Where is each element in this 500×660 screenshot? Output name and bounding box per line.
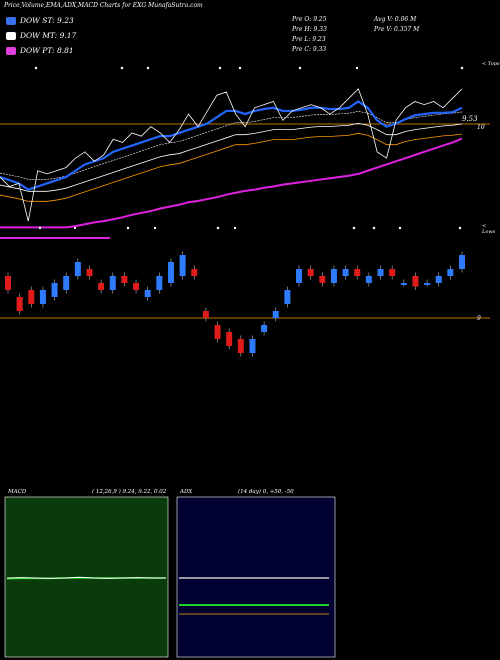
top-marker-7	[460, 66, 464, 70]
dow-st-line	[0, 100, 463, 191]
tops-label: < Tops	[482, 61, 500, 67]
candle-body-31	[365, 276, 372, 283]
macd-panel	[6, 576, 166, 580]
level-upper-label: 9.53	[462, 115, 478, 123]
candle-body-5	[63, 276, 70, 290]
candle-body-18	[214, 325, 221, 339]
candle-body-24	[284, 290, 291, 304]
candle-body-21	[249, 339, 256, 353]
band-line-white	[0, 122, 463, 192]
candle-body-7	[86, 269, 93, 276]
macd-main-line	[6, 576, 166, 579]
candle-body-35	[412, 276, 419, 287]
candle-body-9	[109, 276, 116, 290]
candle-body-12	[144, 290, 151, 297]
adx-panel	[179, 577, 329, 615]
candle-body-3	[39, 290, 46, 304]
macd-name: MACD	[8, 489, 27, 495]
low-marker-6	[352, 226, 356, 230]
low-marker-0	[38, 226, 42, 230]
dow-pt-line	[0, 137, 463, 229]
legend-dow-st: DOW ST: 9.23	[6, 16, 74, 25]
close-price-line	[0, 88, 463, 222]
stat-prev-low: Pre L: 9.23	[292, 36, 326, 43]
candle-body-25	[296, 269, 303, 283]
top-marker-4	[238, 66, 242, 70]
candle-body-26	[307, 269, 314, 276]
candle-body-6	[74, 262, 81, 276]
candle-body-17	[202, 311, 209, 318]
candle-body-37	[435, 276, 442, 283]
level-lower-label: 10	[477, 124, 485, 131]
stat-avg-volume: Avg V: 0.06 M	[374, 16, 417, 23]
legend-swatch-mt	[6, 31, 16, 40]
candle-body-29	[342, 269, 349, 276]
top-marker-0	[34, 66, 38, 70]
legend-label-mt: DOW MT: 9.17	[20, 31, 77, 40]
candle-body-38	[447, 269, 454, 276]
candle-body-15	[179, 255, 186, 276]
legend-label-st: DOW ST: 9.23	[20, 16, 74, 25]
candle-body-14	[167, 262, 174, 283]
stat-prev-high: Pre H: 9.33	[292, 26, 327, 33]
candle-body-39	[459, 255, 465, 269]
stat-prev-volume: Pre V: 0.357 M	[374, 26, 420, 33]
low-marker-1	[73, 226, 77, 230]
top-marker-2	[146, 66, 150, 70]
candle-body-1	[16, 297, 23, 311]
legend-dow-pt: DOW PT: 8.81	[6, 46, 74, 55]
candle-body-22	[261, 325, 268, 332]
stat-prev-open: Pre O: 9.25	[292, 16, 327, 23]
low-marker-8	[398, 226, 402, 230]
top-marker-1	[120, 66, 124, 70]
macd-panel-bg	[4, 496, 169, 658]
low-marker-7	[372, 226, 376, 230]
candle-body-33	[389, 269, 396, 276]
adx-name: ADX	[180, 489, 193, 495]
candle-body-36	[424, 283, 431, 285]
adx-panel-bg	[176, 496, 336, 658]
low-marker-2	[126, 226, 130, 230]
legend-swatch-pt	[6, 46, 16, 55]
legend-swatch-st	[6, 16, 16, 25]
candle-body-0	[5, 276, 11, 290]
candle-body-28	[330, 269, 337, 283]
dow-mt-line	[0, 111, 463, 180]
macd-params: ( 12,26,9 ) 9.24, 9.22, 0.02	[92, 489, 167, 495]
chart-title: Price,Volume,EMA,ADX,MACD Charts for EXG…	[4, 2, 203, 9]
candle-body-34	[400, 283, 407, 285]
band-line-lower	[0, 132, 463, 202]
low-marker-9	[458, 226, 462, 230]
candle-level-label: 9	[477, 315, 481, 322]
stat-prev-close: Pre C: 9.33	[292, 46, 327, 53]
candle-body-8	[98, 283, 105, 290]
candle-body-27	[319, 276, 326, 283]
candle-body-13	[156, 276, 163, 290]
candle-body-16	[191, 269, 198, 276]
lows-label: < Lows	[482, 223, 496, 235]
top-marker-5	[298, 66, 302, 70]
low-marker-4	[216, 226, 220, 230]
candle-body-4	[51, 283, 58, 297]
candle-body-23	[272, 311, 279, 318]
low-marker-3	[153, 226, 157, 230]
legend-dow-mt: DOW MT: 9.17	[6, 31, 76, 40]
low-marker-5	[233, 226, 237, 230]
candle-body-32	[377, 269, 384, 276]
adx-params: (14 day) 0, +50, -50	[238, 489, 294, 495]
candle-body-20	[237, 339, 244, 353]
candle-body-10	[121, 276, 128, 283]
top-marker-3	[218, 66, 222, 70]
top-marker-6	[355, 66, 359, 70]
candle-body-2	[28, 290, 35, 304]
legend-label-pt: DOW PT: 8.81	[20, 46, 74, 55]
candle-body-11	[133, 283, 140, 290]
candle-body-19	[226, 332, 233, 346]
candle-body-30	[354, 269, 361, 276]
price-panel	[0, 66, 490, 319]
candle-panel	[5, 251, 465, 357]
